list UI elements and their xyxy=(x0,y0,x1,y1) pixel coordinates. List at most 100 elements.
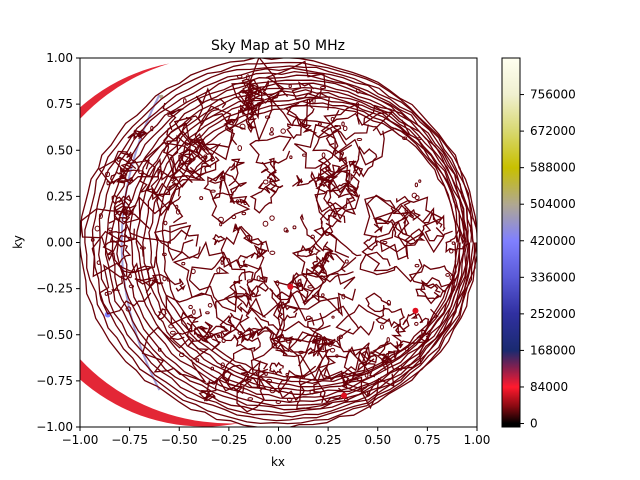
contour-line xyxy=(335,303,390,336)
contour-line xyxy=(422,211,453,242)
contour-line xyxy=(317,342,370,388)
colorbar-tick-label: 420000 xyxy=(530,234,576,248)
contour-dot xyxy=(321,177,328,184)
colorbar-tick-label: 756000 xyxy=(530,88,576,102)
contour-line xyxy=(178,138,222,175)
contour-line xyxy=(301,260,328,292)
contour-dot xyxy=(237,330,243,336)
contour-line xyxy=(241,79,280,104)
colorbar-tick-label: 168000 xyxy=(530,343,576,357)
contour-line xyxy=(415,279,441,300)
contour-line xyxy=(363,104,412,137)
colorbar-tick-label: 588000 xyxy=(530,161,576,175)
contour-dot xyxy=(280,128,286,134)
contour-dot xyxy=(188,304,193,310)
contour-dot xyxy=(341,293,346,300)
contour-dot xyxy=(445,273,451,277)
contour-dot xyxy=(162,252,167,257)
y-tick-label: 0.25 xyxy=(46,189,73,203)
colorbar-tick-label: 504000 xyxy=(530,197,576,211)
contour-line xyxy=(223,90,272,146)
contour-dot xyxy=(105,171,111,178)
contour-dot xyxy=(331,315,335,319)
contour-dot xyxy=(243,201,248,205)
contour-dot xyxy=(341,121,345,127)
contour-line xyxy=(108,225,131,243)
x-tick-label: 0.75 xyxy=(414,433,441,447)
contour-dot xyxy=(328,343,333,347)
contour-dot xyxy=(275,280,280,287)
contour-dot xyxy=(321,293,325,298)
colorbar-tick-label: 672000 xyxy=(530,124,576,138)
contour-dot xyxy=(330,116,335,122)
contour-line xyxy=(302,267,356,317)
contour-dot xyxy=(414,182,419,188)
contour-dot xyxy=(216,334,221,339)
contour-dot xyxy=(205,311,210,315)
contour-line xyxy=(241,78,261,101)
contour-dot xyxy=(269,132,274,136)
contour-line xyxy=(356,340,395,372)
contour-dot xyxy=(94,225,101,232)
contour-line xyxy=(178,153,197,166)
contour-line xyxy=(246,266,270,294)
colorbar-gradient xyxy=(502,58,520,427)
contour-dot xyxy=(247,397,254,401)
contour-dot xyxy=(178,352,185,358)
contour-dot xyxy=(128,284,135,289)
contour-dot xyxy=(264,115,271,119)
contour-dot xyxy=(397,365,403,371)
contour-dot xyxy=(246,279,253,283)
contour-line xyxy=(168,325,238,344)
contour-line xyxy=(143,142,212,198)
hotspot-blob xyxy=(341,392,348,399)
contour-line xyxy=(98,156,162,185)
contour-dot xyxy=(220,260,224,265)
contour-line xyxy=(365,292,391,313)
contour-dot xyxy=(449,274,455,281)
contour-dot xyxy=(138,170,144,175)
contour-dot xyxy=(367,390,371,396)
contour-dot xyxy=(210,366,215,371)
contour-line xyxy=(323,103,370,141)
contour-dot xyxy=(219,222,223,227)
contour-dot xyxy=(231,214,237,220)
contour-line xyxy=(111,194,122,205)
contour-dot xyxy=(207,302,213,308)
contour-line xyxy=(221,347,269,391)
contour-dot xyxy=(126,210,131,216)
contour-dot xyxy=(307,285,314,289)
contour-dot xyxy=(309,389,315,395)
contour-line xyxy=(127,129,148,140)
contour-dot xyxy=(251,293,256,298)
contour-dot xyxy=(192,309,196,315)
contour-dot xyxy=(379,324,385,330)
contour-dot xyxy=(150,125,154,132)
colorbar-ticks: 756000 672000 588000 504000 420000 336000 2520… xyxy=(520,88,576,431)
contour-line xyxy=(299,213,335,275)
x-tick-label: 1.00 xyxy=(464,433,491,447)
contour-line xyxy=(307,305,360,357)
contour-line xyxy=(307,244,321,257)
contour-line xyxy=(313,366,348,403)
contour-line xyxy=(315,164,356,215)
contour-dot xyxy=(219,175,226,182)
contour-line xyxy=(420,277,456,305)
contour-dot xyxy=(199,196,204,201)
contour-line xyxy=(361,240,423,283)
colorbar-frame xyxy=(501,57,521,428)
contour-dot xyxy=(285,229,289,233)
contour-dot xyxy=(235,199,240,204)
contour-line xyxy=(150,167,193,211)
colorbar-tick-label: 84000 xyxy=(530,380,568,394)
contour-dot xyxy=(416,137,422,141)
contour-dot xyxy=(221,338,226,344)
contour-dot xyxy=(157,347,162,352)
contour-dot xyxy=(98,213,103,219)
contour-line xyxy=(217,364,252,395)
contour-dot xyxy=(329,347,336,353)
hotspot-blob xyxy=(412,307,419,314)
contour-dot xyxy=(96,260,101,265)
y-axis-label: ky xyxy=(11,235,25,249)
contour-dot xyxy=(139,246,146,250)
